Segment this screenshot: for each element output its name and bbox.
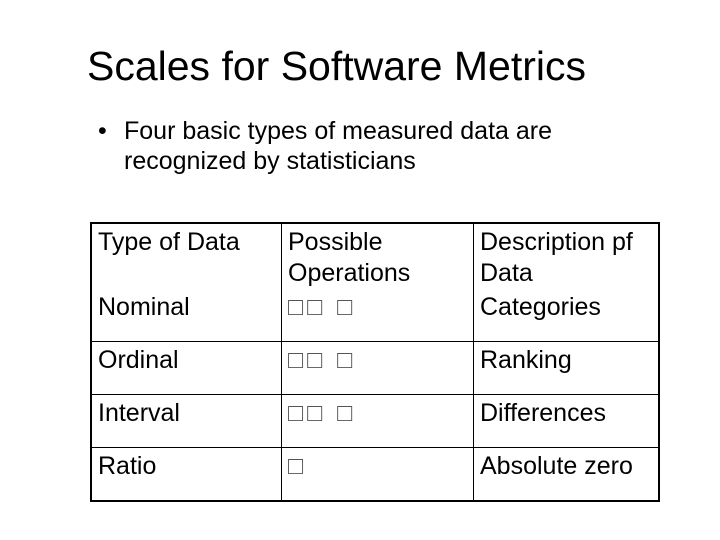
scales-table: Type of Data Possible Operations Descrip… <box>90 222 660 502</box>
cell-description: Categories <box>473 289 660 342</box>
cell-type: Ordinal <box>90 341 282 395</box>
cell-operations: □ <box>281 447 474 501</box>
cell-operations: □□ □ <box>281 341 474 395</box>
cell-description: Ranking <box>473 341 660 395</box>
cell-type: Nominal <box>90 289 282 342</box>
slide-title: Scales for Software Metrics <box>87 43 586 89</box>
table-row: Ordinal □□ □ Ranking <box>90 341 660 395</box>
cell-description: Differences <box>473 394 660 448</box>
bullet-point: • Four basic types of measured data are … <box>98 116 658 176</box>
table-row: Ratio □ Absolute zero <box>90 447 660 501</box>
bullet-icon: • <box>98 117 107 145</box>
header-operations: Possible Operations <box>281 223 474 289</box>
header-description: Description pf Data <box>473 223 660 289</box>
table-header-row: Type of Data Possible Operations Descrip… <box>90 223 660 289</box>
cell-operations: □□ □ <box>281 394 474 448</box>
table-row: Interval □□ □ Differences <box>90 394 660 448</box>
cell-type: Ratio <box>90 447 282 501</box>
header-type: Type of Data <box>90 223 282 289</box>
bullet-text: Four basic types of measured data are re… <box>124 117 553 175</box>
table-row: Nominal □□ □ Categories <box>90 289 660 342</box>
cell-operations: □□ □ <box>281 289 474 342</box>
cell-type: Interval <box>90 394 282 448</box>
cell-description: Absolute zero <box>473 447 660 501</box>
